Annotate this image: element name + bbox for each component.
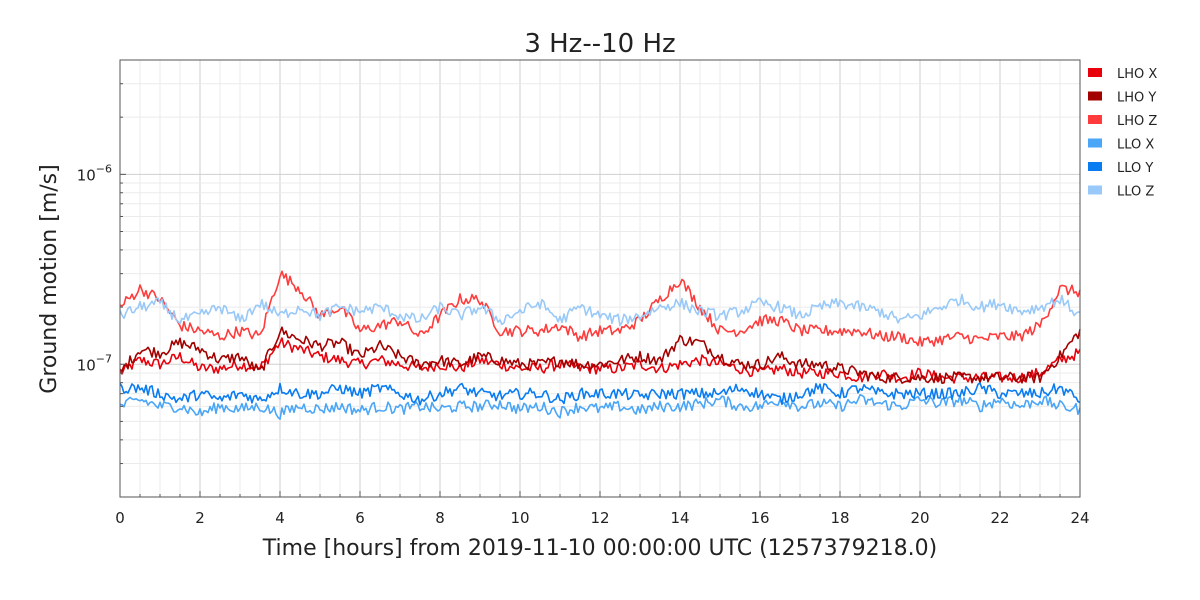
x-tick-label: 0 bbox=[115, 509, 125, 527]
x-tick-label: 22 bbox=[990, 509, 1009, 527]
legend-label: LHO X bbox=[1117, 67, 1157, 82]
series-line-lho-y bbox=[119, 326, 1081, 385]
y-tick-label: 10−7 bbox=[77, 352, 112, 374]
series-lines bbox=[119, 270, 1081, 421]
x-axis-label: Time [hours] from 2019-11-10 00:00:00 UT… bbox=[262, 536, 937, 561]
legend-label: LLO Y bbox=[1117, 161, 1153, 176]
y-tick-label: 10−6 bbox=[77, 162, 112, 184]
x-tick-label: 6 bbox=[355, 509, 365, 527]
series-line-llo-x bbox=[119, 393, 1081, 421]
legend-swatch bbox=[1088, 138, 1102, 148]
y-axis-label: Ground motion [m/s] bbox=[37, 164, 62, 393]
series-line-llo-y bbox=[119, 382, 1081, 406]
x-tick-label: 8 bbox=[435, 509, 445, 527]
x-tick-label: 10 bbox=[510, 509, 529, 527]
x-tick-label: 16 bbox=[750, 509, 769, 527]
chart-title: 3 Hz--10 Hz bbox=[524, 29, 675, 59]
legend-swatch bbox=[1088, 115, 1102, 124]
legend-swatch bbox=[1088, 68, 1102, 77]
legend-swatch bbox=[1088, 185, 1102, 195]
legend-swatch bbox=[1088, 162, 1102, 171]
legend-label: LHO Z bbox=[1117, 114, 1157, 129]
series-line-lho-x bbox=[119, 337, 1081, 384]
legend-label: LLO Z bbox=[1117, 185, 1154, 200]
legend-label: LHO Y bbox=[1117, 91, 1156, 106]
x-tick-label: 2 bbox=[195, 509, 205, 527]
x-tick-label: 18 bbox=[830, 509, 849, 527]
grid bbox=[119, 59, 1081, 498]
x-tick-label: 12 bbox=[590, 509, 609, 527]
x-tick-label: 14 bbox=[670, 509, 689, 527]
x-tick-label: 20 bbox=[910, 509, 929, 527]
legend-label: LLO X bbox=[1117, 138, 1154, 153]
legend: LHO X LHO Y LHO Z LLO X LLO Y LLO Z bbox=[1088, 67, 1157, 200]
legend-swatch bbox=[1088, 91, 1102, 101]
x-tick-label: 4 bbox=[275, 509, 285, 527]
series-line-llo-z bbox=[119, 293, 1081, 327]
series-line-lho-z bbox=[119, 270, 1081, 347]
x-tick-label: 24 bbox=[1070, 509, 1089, 527]
